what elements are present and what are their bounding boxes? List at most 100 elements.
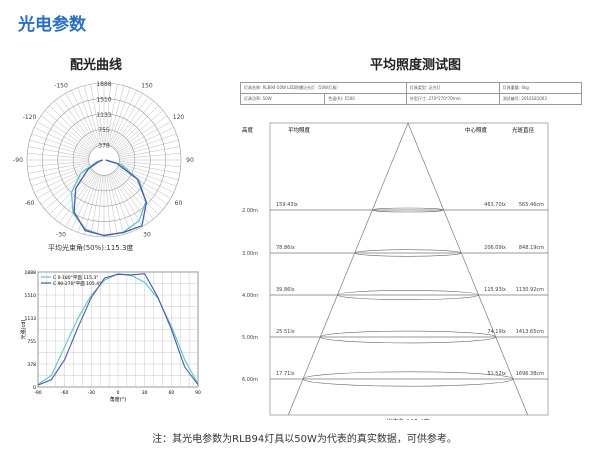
- polar-series-curve: [73, 159, 148, 237]
- light-spot-ellipse: [337, 290, 479, 300]
- polar-angle-label: 90: [186, 157, 194, 164]
- polar-spoke: [40, 115, 92, 152]
- y-tick-label: 0: [33, 385, 36, 391]
- x-tick-label: 0: [117, 390, 120, 396]
- polar-chart: 3787551133151018880306090120150-30-60-90…: [13, 81, 194, 238]
- height-label: 5.00m: [242, 335, 258, 341]
- polar-spoke: [54, 171, 95, 220]
- polar-spoke: [118, 139, 179, 157]
- polar-spoke: [109, 87, 131, 146]
- spot-diameter: 1696.38cm: [516, 371, 544, 377]
- polar-spoke: [118, 133, 177, 155]
- polar-caption: 平均光束角(50%):115.3度: [48, 244, 134, 252]
- polar-spoke: [111, 173, 143, 227]
- polar-spoke: [31, 165, 90, 187]
- polar-spoke: [54, 100, 95, 149]
- light-spot-ellipse: [354, 249, 462, 257]
- polar-spoke: [119, 162, 180, 174]
- polar-spoke: [111, 93, 143, 147]
- polar-spoke: [97, 175, 103, 237]
- center-illuminance: 51.52lx: [487, 371, 506, 377]
- avg-illuminance: 17.71lx: [276, 371, 295, 377]
- polar-spoke: [119, 146, 180, 158]
- polar-angle-label: -120: [23, 114, 37, 121]
- polar-spoke: [114, 170, 159, 215]
- series-line: [37, 273, 199, 386]
- cell: 测试编号: 2016181003: [498, 93, 583, 105]
- polar-spoke: [110, 90, 137, 147]
- polar-spoke: [113, 171, 154, 220]
- polar-spoke: [29, 139, 90, 157]
- center-illuminance: 206.09lx: [484, 245, 506, 251]
- polar-spoke: [109, 174, 131, 233]
- cell: 灯具重量: 4kg: [498, 82, 583, 94]
- x-tick-label: -60: [61, 390, 68, 396]
- polar-angle-label: 30: [143, 231, 151, 238]
- polar-spoke: [34, 127, 91, 154]
- polar-spoke: [105, 175, 111, 237]
- polar-spoke: [49, 105, 94, 150]
- page-title: 光电参数: [18, 15, 86, 35]
- diagram-frame: [269, 122, 549, 416]
- series-line: [37, 273, 199, 386]
- polar-spoke: [106, 175, 118, 236]
- polar-spoke: [118, 165, 177, 187]
- polar-spoke: [119, 161, 181, 167]
- legend-label: C 0-180°平面 115.3°: [53, 275, 98, 281]
- polar-spoke: [71, 90, 98, 147]
- polar-spoke: [83, 174, 101, 235]
- beam-angle-caption: 光束角:105.4度: [386, 418, 429, 420]
- cell: 外型尺寸: 270*270*70mm: [405, 93, 500, 105]
- center-illuminance: 463.70lx: [484, 202, 506, 208]
- polar-heading: 配光曲线: [70, 58, 123, 73]
- x-tick-label: -30: [88, 390, 95, 396]
- polar-angle-label: -30: [56, 231, 66, 238]
- light-spot-ellipse: [302, 371, 514, 387]
- polar-angle-label: -60: [25, 200, 35, 207]
- y-tick-label: 1510: [25, 293, 37, 299]
- avg-illuminance: 78.86lx: [276, 245, 295, 251]
- polar-angle-label: -90: [13, 157, 23, 164]
- polar-spoke: [29, 163, 90, 181]
- height-label: 2.00m: [242, 208, 258, 214]
- polar-spoke: [115, 110, 164, 151]
- polar-spoke: [71, 173, 98, 230]
- illuminance-heading: 平均照度测试图: [370, 58, 462, 73]
- cell: 灯具功率: 50W: [239, 93, 326, 105]
- cone-edge: [407, 122, 528, 416]
- header-diameter: 光斑直径: [512, 126, 535, 134]
- polar-spoke: [114, 105, 159, 150]
- avg-illuminance: 159.43lx: [276, 202, 298, 208]
- polar-ring-label: 1888: [96, 81, 111, 88]
- y-axis-label: 光强(cd): [20, 320, 27, 340]
- cell: 灯具类型: 泛光灯: [405, 82, 500, 94]
- polar-spoke: [90, 175, 102, 236]
- height-label: 3.00m: [242, 251, 258, 257]
- header-height: 高度: [242, 126, 254, 134]
- height-label: 4.00m: [242, 293, 258, 299]
- polar-angle-label: 60: [175, 200, 183, 207]
- x-tick-label: 90: [195, 390, 201, 396]
- center-illuminance: 74.19lx: [487, 329, 506, 335]
- polar-spoke: [113, 100, 154, 149]
- x-tick-label: -90: [34, 390, 41, 396]
- spot-diameter: 1413.65cm: [516, 329, 544, 335]
- polar-angle-label: 150: [141, 83, 153, 90]
- polar-spoke: [117, 127, 174, 154]
- polar-spoke: [112, 96, 149, 148]
- x-tick-label: 60: [168, 390, 174, 396]
- polar-ring-label: 1510: [96, 96, 111, 103]
- spot-diameter: 1130.92cm: [516, 287, 544, 293]
- illuminance-diagram: 高度 平均照度 中心照度 光斑直径 2.00m 159.43lx 463.70lx 565.4…: [242, 122, 549, 420]
- polar-spoke: [105, 83, 111, 145]
- polar-spoke: [65, 93, 97, 147]
- polar-spoke: [112, 172, 149, 224]
- cell: 色温(K): 5500: [324, 93, 407, 105]
- polar-spoke: [117, 167, 171, 199]
- polar-spoke: [116, 115, 168, 152]
- polar-ring-label: 378: [98, 143, 110, 150]
- polar-spoke: [90, 84, 102, 145]
- header-avg: 平均照度: [288, 126, 311, 134]
- polar-spoke: [31, 133, 90, 155]
- y-tick-label: 1133: [25, 316, 37, 322]
